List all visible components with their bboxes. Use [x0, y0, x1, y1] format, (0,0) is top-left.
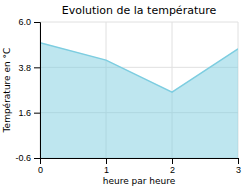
title: Evolution de la température: [62, 4, 217, 17]
tick-mark: [238, 158, 239, 164]
chart: 0 1 2 3 -0.6 1.6 3.8 6.0 Evolution de la tempéra…: [0, 0, 250, 188]
grid-line: [40, 22, 238, 23]
tick-label: -0.6: [15, 153, 31, 163]
x-axis-title: heure par heure: [103, 176, 176, 186]
line: [40, 43, 238, 92]
axis-line: [41, 159, 239, 165]
tick-mark: [34, 113, 40, 114]
tick-label: 1.6: [18, 108, 31, 118]
tick-mark: [34, 158, 40, 159]
tick: 1.6: [18, 108, 40, 118]
tick-mark: [34, 67, 40, 68]
tick: 0: [38, 158, 43, 175]
area: [40, 43, 238, 158]
plot: 0 1 2 3 -0.6 1.6 3.8 6.0: [15, 17, 241, 175]
tick-label: 2: [170, 165, 175, 175]
tick: 6.0: [18, 17, 40, 27]
axis-line: [34, 23, 41, 159]
tick-label: 1: [104, 165, 109, 175]
tick-label: 3.8: [18, 63, 31, 73]
y-axis-title: Température en °C: [2, 48, 12, 134]
tick-mark: [106, 158, 107, 164]
tick: 1: [104, 158, 109, 175]
grid: [40, 22, 238, 158]
tick-mark: [172, 158, 173, 164]
tick: 3: [236, 158, 241, 175]
y-axis: -0.6 1.6 3.8 6.0: [15, 17, 40, 163]
tick-label: 0: [38, 165, 43, 175]
tick: -0.6: [15, 153, 40, 163]
tick-mark: [34, 22, 40, 23]
tick-label: 6.0: [18, 17, 31, 27]
marks: [40, 43, 238, 158]
x-axis: 0 1 2 3: [38, 158, 241, 175]
tick: 3.8: [18, 63, 40, 73]
tick: 2: [170, 158, 175, 175]
tick-label: 3: [236, 165, 241, 175]
